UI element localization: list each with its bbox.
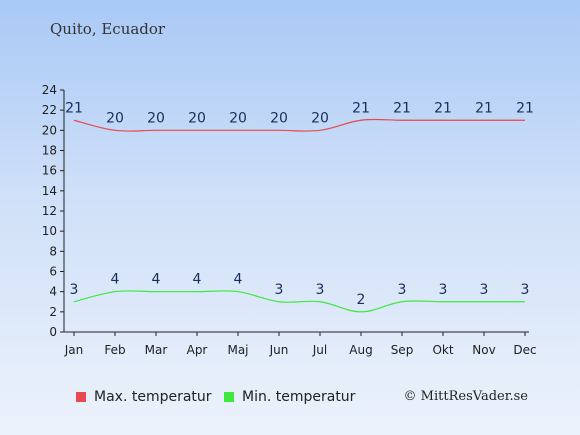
legend-min: Min. temperatur <box>224 389 355 405</box>
y-tick-label: 12 <box>42 204 57 218</box>
y-tick-label: 4 <box>49 285 57 299</box>
data-label-min: 4 <box>152 272 161 288</box>
data-label-max: 21 <box>434 100 452 116</box>
data-label-max: 21 <box>475 100 493 116</box>
y-tick-label: 22 <box>42 103 57 117</box>
x-tick-label: Okt <box>432 343 453 357</box>
data-label-min: 3 <box>316 282 325 298</box>
data-label-min: 3 <box>275 282 284 298</box>
x-tick-label: Dec <box>513 343 536 357</box>
copyright-text: © MittResVader.se <box>403 389 528 404</box>
location-title: Quito, Ecuador <box>50 20 166 38</box>
legend-max: Max. temperatur <box>76 389 212 405</box>
legend-max-swatch <box>76 392 86 402</box>
legend-max-label: Max. temperatur <box>94 389 212 405</box>
y-tick-label: 8 <box>49 244 57 258</box>
y-tick-label: 16 <box>42 164 57 178</box>
data-label-max: 20 <box>311 110 329 126</box>
x-tick-label: Nov <box>472 343 495 357</box>
y-tick-label: 18 <box>42 144 57 158</box>
x-tick-label: Feb <box>104 343 125 357</box>
data-label-max: 21 <box>516 100 534 116</box>
data-label-min: 3 <box>70 282 79 298</box>
y-tick-label: 10 <box>42 224 57 238</box>
x-tick-label: Sep <box>391 343 414 357</box>
data-label-min: 3 <box>439 282 448 298</box>
x-tick-label: Apr <box>187 343 208 357</box>
data-label-min: 4 <box>111 272 120 288</box>
y-tick-label: 20 <box>42 123 57 137</box>
data-label-max: 21 <box>352 100 370 116</box>
data-label-min: 3 <box>398 282 407 298</box>
y-tick-label: 2 <box>49 305 57 319</box>
y-tick-label: 24 <box>42 83 57 97</box>
x-tick-label: Jan <box>64 343 84 357</box>
x-tick-label: Jun <box>269 343 289 357</box>
data-label-min: 3 <box>521 282 530 298</box>
data-label-max: 21 <box>393 100 411 116</box>
data-label-max: 21 <box>65 100 83 116</box>
y-tick-label: 0 <box>49 325 57 339</box>
x-tick-label: Jul <box>312 343 327 357</box>
data-label-max: 20 <box>229 110 247 126</box>
series-line-max <box>73 118 525 132</box>
data-label-max: 20 <box>147 110 165 126</box>
data-label-max: 20 <box>270 110 288 126</box>
data-label-min: 3 <box>480 282 489 298</box>
series-line-min <box>73 290 525 313</box>
data-label-max: 20 <box>188 110 206 126</box>
data-label-min: 4 <box>234 272 243 288</box>
data-label-min: 2 <box>357 292 366 308</box>
y-tick-label: 14 <box>42 184 57 198</box>
data-label-max: 20 <box>106 110 124 126</box>
x-tick-label: Aug <box>349 343 372 357</box>
legend-min-swatch <box>224 392 234 402</box>
legend-min-label: Min. temperatur <box>242 389 356 405</box>
x-tick-label: Mar <box>145 343 168 357</box>
x-tick-label: Maj <box>227 343 248 357</box>
y-tick-label: 6 <box>49 265 57 279</box>
data-label-min: 4 <box>193 272 202 288</box>
